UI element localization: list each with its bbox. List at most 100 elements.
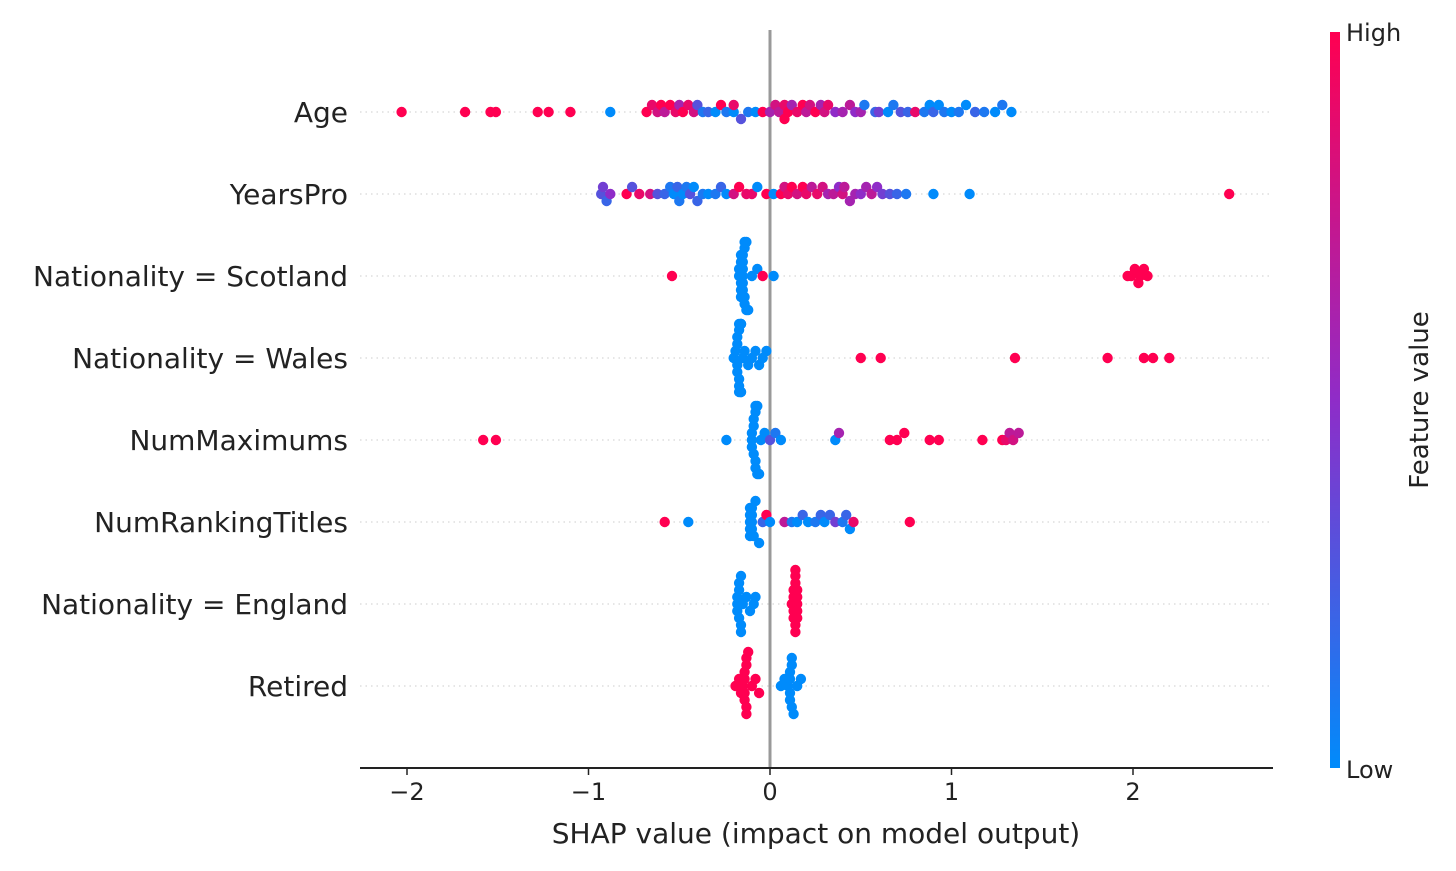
shap-point (837, 106, 848, 118)
shap-point (692, 99, 703, 111)
shap-point (741, 591, 752, 603)
shap-point (848, 516, 859, 528)
shap-point (786, 652, 797, 664)
shap-point (802, 516, 814, 528)
shap-point (634, 188, 645, 200)
shap-point (953, 106, 964, 118)
shap-point (804, 99, 816, 111)
shap-point (735, 570, 747, 582)
shap-point (792, 516, 803, 528)
shap-point (750, 106, 761, 118)
shap-point (1224, 188, 1235, 200)
shap-point (891, 188, 903, 200)
x-axis-ticks: −2 −1 0 1 2 (389, 768, 1141, 806)
colorbar-high-label: High (1346, 19, 1401, 47)
shap-point (1006, 106, 1017, 118)
shap-point (871, 181, 883, 193)
shap-point (795, 673, 807, 685)
shap-point (743, 106, 754, 118)
colorbar-title: Feature value (1405, 311, 1435, 489)
shap-point (861, 181, 872, 193)
shap-point (866, 188, 877, 200)
shap-point (743, 304, 754, 316)
shap-point (844, 195, 856, 207)
shap-point (752, 181, 763, 193)
shap-point (1129, 263, 1141, 275)
shap-point (792, 612, 803, 624)
shap-point (761, 345, 772, 357)
shap-point (841, 509, 852, 521)
feature-label: NumMaximums (129, 424, 348, 457)
shap-point (735, 113, 747, 125)
shap-point (891, 434, 903, 446)
shap-point (1013, 427, 1024, 439)
shap-point (904, 516, 915, 528)
colorbar: High Low Feature value (1330, 19, 1435, 784)
shap-point (728, 99, 739, 111)
shap-point (919, 106, 930, 118)
shap-point (819, 516, 830, 528)
shap-point (710, 106, 721, 118)
shap-point (746, 270, 758, 282)
shap-point (597, 181, 609, 193)
shap-point (989, 106, 1001, 118)
shap-point (748, 530, 759, 542)
feature-label: Nationality = Scotland (33, 260, 348, 293)
shap-point (884, 188, 895, 200)
shap-point (396, 106, 407, 118)
shap-point (692, 195, 703, 207)
shap-point (844, 99, 856, 111)
shap-point (812, 188, 823, 200)
shap-point (672, 181, 683, 193)
shap-point (1142, 270, 1153, 282)
feature-labels: Age YearsPro Nationality = Scotland Nationa… (33, 96, 348, 703)
shap-point (899, 427, 910, 439)
shap-point (859, 99, 870, 111)
shap-point (752, 263, 763, 275)
shap-point (746, 188, 758, 200)
x-tick-label: −1 (571, 778, 606, 806)
data-points (396, 99, 1235, 720)
shap-point (773, 106, 785, 118)
shap-point (768, 188, 779, 200)
shap-point (683, 99, 694, 111)
shap-point (969, 106, 981, 118)
shap-point (750, 591, 761, 603)
shap-point (752, 400, 763, 412)
shap-point (939, 106, 950, 118)
shap-point (1102, 352, 1113, 364)
shap-point (797, 509, 808, 521)
shap-point (621, 188, 632, 200)
shap-point (910, 106, 921, 118)
shap-point (710, 188, 721, 200)
shap-point (565, 106, 576, 118)
shap-point (788, 708, 799, 720)
feature-label: Age (294, 96, 348, 129)
shap-point (753, 687, 765, 699)
shap-point (855, 188, 866, 200)
shap-point (721, 106, 732, 118)
shap-point (833, 427, 845, 439)
shap-point (1009, 352, 1021, 364)
shap-point (1147, 352, 1159, 364)
shap-point (792, 106, 803, 118)
x-tick-label: 0 (762, 778, 777, 806)
shap-point (750, 673, 761, 685)
shap-point (964, 188, 975, 200)
shap-point (884, 434, 895, 446)
shap-point (543, 106, 554, 118)
shap-point (666, 270, 678, 282)
colorbar-gradient (1330, 32, 1340, 768)
shap-point (839, 181, 850, 193)
feature-label: YearsPro (229, 178, 348, 211)
shap-point (459, 106, 471, 118)
shap-point (928, 188, 939, 200)
shap-point (933, 99, 944, 111)
shap-point (743, 646, 754, 658)
shap-point (605, 188, 616, 200)
shap-point (721, 188, 732, 200)
shap-point (817, 181, 828, 193)
shap-point (822, 99, 834, 111)
shap-point (753, 468, 765, 480)
